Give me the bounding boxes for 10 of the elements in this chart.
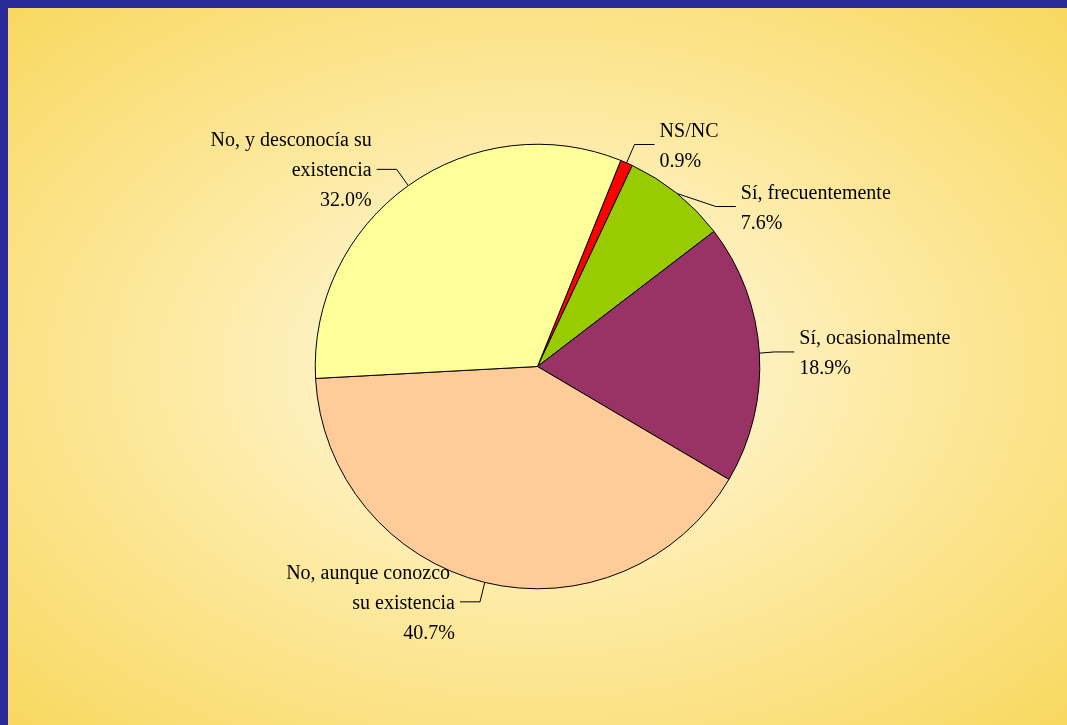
slice-label: NS/NC bbox=[659, 118, 719, 141]
data-label: 7.6% bbox=[740, 210, 783, 233]
data-label: 0.9% bbox=[659, 148, 702, 171]
slice-label: No, y desconocía su existencia bbox=[210, 128, 372, 181]
data-label: 32.0% bbox=[320, 188, 372, 211]
data-label: 40.7% bbox=[403, 620, 456, 643]
data-label: 18.9% bbox=[799, 355, 852, 378]
slice-label: Sí, frecuentemente bbox=[740, 180, 891, 203]
slice-label: Sí, ocasionalmente bbox=[799, 325, 951, 348]
slice-label: No, aunque conozco su existencia bbox=[286, 560, 456, 613]
